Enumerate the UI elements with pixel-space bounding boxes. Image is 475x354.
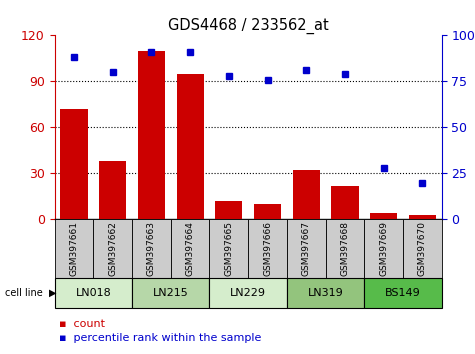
- Bar: [177, 74, 204, 219]
- Bar: [326, 219, 364, 278]
- Text: GSM397668: GSM397668: [341, 221, 350, 276]
- Title: GDS4468 / 233562_at: GDS4468 / 233562_at: [168, 18, 329, 34]
- Bar: [254, 204, 281, 219]
- Bar: [248, 219, 287, 278]
- Bar: [132, 219, 171, 278]
- Bar: [364, 219, 403, 278]
- Text: LN215: LN215: [153, 288, 189, 298]
- Bar: [99, 161, 126, 219]
- Text: LN319: LN319: [308, 288, 343, 298]
- Text: GSM397669: GSM397669: [379, 221, 388, 276]
- Bar: [332, 186, 359, 219]
- Bar: [215, 201, 242, 219]
- Bar: [409, 215, 436, 219]
- Text: BS149: BS149: [385, 288, 421, 298]
- Text: GSM397667: GSM397667: [302, 221, 311, 276]
- Text: GSM397664: GSM397664: [186, 221, 195, 276]
- Bar: [132, 278, 209, 308]
- Text: ▪  percentile rank within the sample: ▪ percentile rank within the sample: [59, 333, 262, 343]
- Bar: [370, 213, 397, 219]
- Text: GSM397665: GSM397665: [224, 221, 233, 276]
- Bar: [93, 219, 132, 278]
- Bar: [364, 278, 442, 308]
- Text: GSM397663: GSM397663: [147, 221, 156, 276]
- Bar: [209, 278, 287, 308]
- Bar: [138, 51, 165, 219]
- Text: GSM397662: GSM397662: [108, 221, 117, 276]
- Bar: [209, 219, 248, 278]
- Bar: [171, 219, 209, 278]
- Text: cell line  ▶: cell line ▶: [5, 288, 56, 298]
- Bar: [55, 219, 93, 278]
- Bar: [293, 170, 320, 219]
- Bar: [403, 219, 442, 278]
- Bar: [287, 278, 364, 308]
- Text: GSM397661: GSM397661: [69, 221, 78, 276]
- Bar: [287, 219, 326, 278]
- Bar: [55, 278, 132, 308]
- Text: LN018: LN018: [76, 288, 111, 298]
- Text: ▪  count: ▪ count: [59, 319, 105, 329]
- Text: GSM397670: GSM397670: [418, 221, 427, 276]
- Bar: [60, 109, 87, 219]
- Text: GSM397666: GSM397666: [263, 221, 272, 276]
- Text: LN229: LN229: [230, 288, 266, 298]
